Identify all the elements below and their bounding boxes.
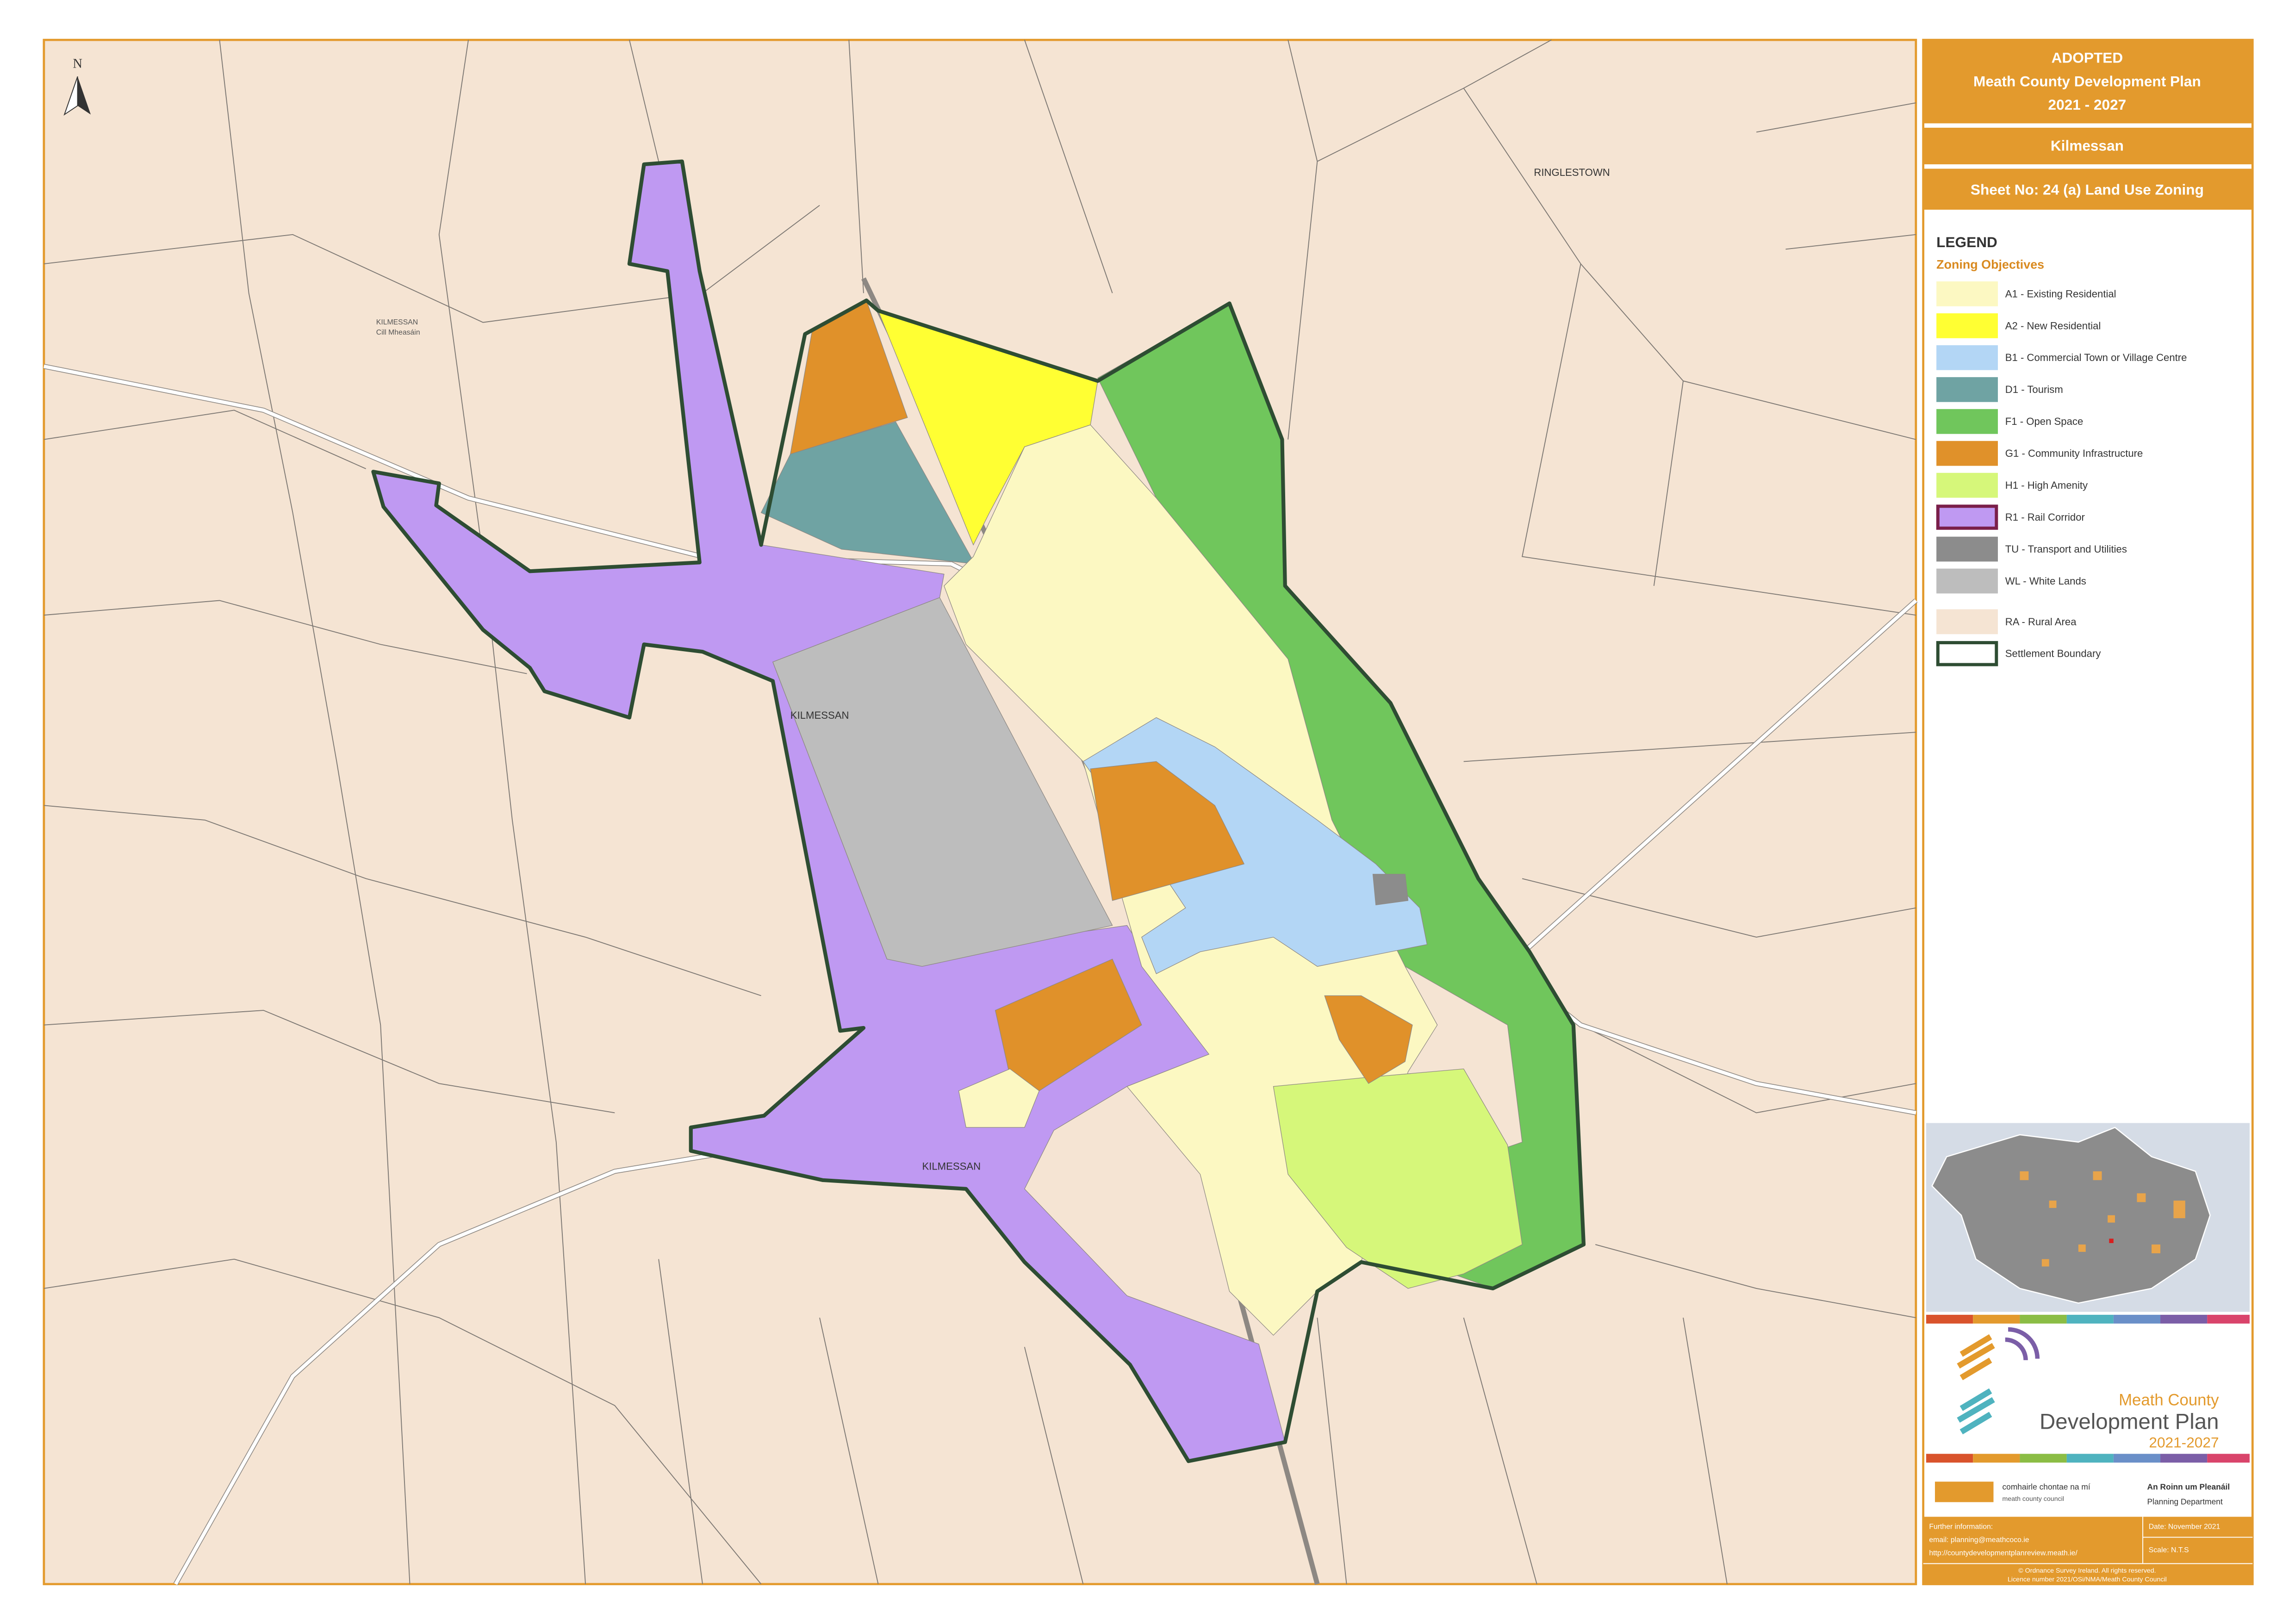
field-boundaries: [44, 39, 1916, 1585]
dept-ga: An Roinn um Pleanáil: [2147, 1482, 2230, 1492]
legend-swatch: [1936, 536, 1998, 562]
footer-scale: Scale: N.T.S: [2149, 1546, 2189, 1554]
legend-label: A2 - New Residential: [2005, 320, 2101, 331]
existing-residential-zone: [958, 1068, 1040, 1128]
legend-swatch: [1936, 281, 1998, 306]
place-label: RINGLESTOWN: [1534, 167, 1610, 178]
footer-web: http://countydevelopmentplanreview.meath…: [1929, 1549, 2077, 1557]
community-zone: [995, 958, 1142, 1091]
legend-label: G1 - Community Infrastructure: [2005, 448, 2143, 459]
footer-licence: Licence number 2021/OSi/NMA/Meath County…: [2008, 1576, 2167, 1583]
logo-line2: Development Plan: [2040, 1409, 2219, 1434]
utilities-zone: [1372, 874, 1409, 906]
footer-date: Date: November 2021: [2149, 1523, 2220, 1531]
tourism-zone: [760, 421, 976, 565]
community-zone: [1324, 995, 1413, 1084]
side-panel: [1922, 38, 2254, 1586]
plan-logo: Meath County Development Plan 2021-2027 …: [1926, 1314, 2250, 1506]
logo-line3: 2021-2027: [2149, 1434, 2219, 1451]
legend-label: F1 - Open Space: [2005, 416, 2084, 427]
legend-label: WL - White Lands: [2005, 575, 2086, 587]
place-label: Cill Mheasáin: [376, 329, 420, 336]
legend-label: A1 - Existing Residential: [2005, 288, 2116, 299]
legend-label: B1 - Commercial Town or Village Centre: [2005, 352, 2187, 363]
settlement-boundary: [371, 159, 1586, 1463]
settlement-name: Kilmessan: [2051, 137, 2124, 154]
legend-label: Settlement Boundary: [2005, 648, 2102, 660]
settlement-bar: [1923, 127, 2253, 165]
header-period: 2021 - 2027: [2048, 96, 2127, 113]
north-arrow: N: [63, 57, 91, 116]
legend-swatch: [1936, 345, 1998, 370]
header-plan: Meath County Development Plan: [1973, 73, 2201, 89]
legend-swatch: [1936, 313, 1998, 338]
legend-swatch: [1936, 473, 1998, 498]
legend-swatch: [1936, 441, 1998, 466]
footer: Further information: email: planning@mea…: [1923, 1517, 2253, 1584]
place-label: KILMESSAN: [790, 709, 849, 721]
footer-copyright: © Ordnance Survey Ireland. All rights re…: [2018, 1567, 2156, 1574]
council-ga: comhairle chontae na mí: [2002, 1482, 2090, 1492]
legend-swatch: [1936, 504, 1998, 530]
legend-swatch: [1936, 641, 1998, 666]
dept-en: Planning Department: [2147, 1497, 2223, 1506]
legend-title: LEGEND: [1936, 234, 1997, 250]
legend-swatch: [1936, 609, 1998, 635]
sheet-title: Sheet No: 24 (a) Land Use Zoning: [1971, 181, 2204, 198]
footer-info: Further information:: [1929, 1523, 1993, 1531]
legend-swatch: [1936, 377, 1998, 402]
footer-email: email: planning@meathcoco.ie: [1929, 1536, 2029, 1544]
legend-label: R1 - Rail Corridor: [2005, 511, 2085, 523]
place-label: KILMESSAN: [922, 1160, 981, 1172]
legend-subtitle: Zoning Objectives: [1936, 257, 2044, 271]
zoning-layer: [371, 159, 1586, 1463]
legend-swatch: [1936, 568, 1998, 594]
high-amenity-zone: [1273, 1068, 1523, 1289]
legend: A1 - Existing Residential A2 - New Reside…: [1936, 281, 2187, 666]
north-label: N: [73, 57, 82, 71]
place-label: KILMESSAN: [376, 318, 418, 326]
logo-line1: Meath County: [2119, 1392, 2219, 1409]
inset-map: [1926, 1123, 2250, 1312]
legend-label: D1 - Tourism: [2005, 384, 2063, 395]
white-lands-zone: [772, 597, 1113, 967]
sheet-bar: [1923, 168, 2253, 210]
community-zone: [1090, 761, 1245, 901]
legend-label: TU - Transport and Utilities: [2005, 543, 2127, 555]
header-box: [1923, 40, 2253, 124]
legend-label: H1 - High Amenity: [2005, 479, 2088, 491]
header-status: ADOPTED: [2052, 50, 2123, 66]
legend-label: RA - Rural Area: [2005, 616, 2077, 628]
council-en: meath county council: [2002, 1495, 2064, 1503]
legend-swatch: [1936, 409, 1998, 434]
